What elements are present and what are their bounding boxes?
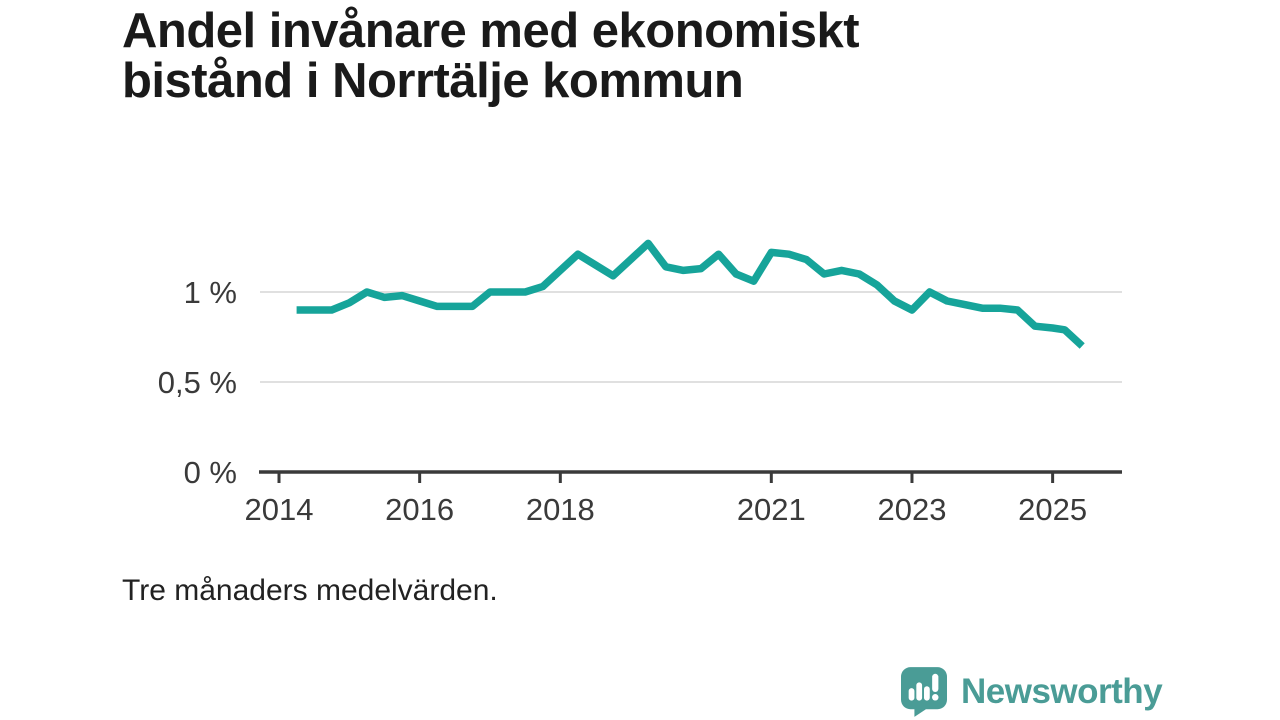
y-axis-label: 0 %	[184, 455, 237, 490]
x-tick-label: 2018	[526, 492, 595, 527]
chart-title-line2: bistånd i Norrtälje kommun	[122, 54, 744, 108]
x-tick-label: 2014	[245, 492, 314, 527]
trend-line	[296, 239, 1085, 349]
exclamation-bar-icon	[932, 673, 939, 692]
newsworthy-speech-bubble-bar-chart-icon	[901, 667, 947, 717]
bar-icon-1	[908, 688, 915, 701]
newsworthy-logo: Newsworthy	[901, 667, 1163, 717]
x-tick-label: 2016	[385, 492, 454, 527]
x-tick-label: 2023	[877, 492, 946, 527]
bar-icon-2	[916, 682, 923, 701]
y-axis-label: 0,5 %	[158, 365, 237, 400]
x-tick-label: 2021	[737, 492, 806, 527]
newsworthy-wordmark: Newsworthy	[961, 672, 1163, 711]
chart-title-line1: Andel invånare med ekonomiskt	[122, 4, 860, 58]
bar-icon-3	[924, 686, 930, 701]
exclamation-dot-icon	[932, 694, 939, 701]
chart-title: Andel invånare med ekonomiskt bistånd i …	[122, 4, 860, 108]
y-axis-label: 1 %	[184, 275, 237, 310]
x-tick-label: 2025	[1018, 492, 1087, 527]
chart-note: Tre månaders medelvärden.	[122, 574, 498, 607]
